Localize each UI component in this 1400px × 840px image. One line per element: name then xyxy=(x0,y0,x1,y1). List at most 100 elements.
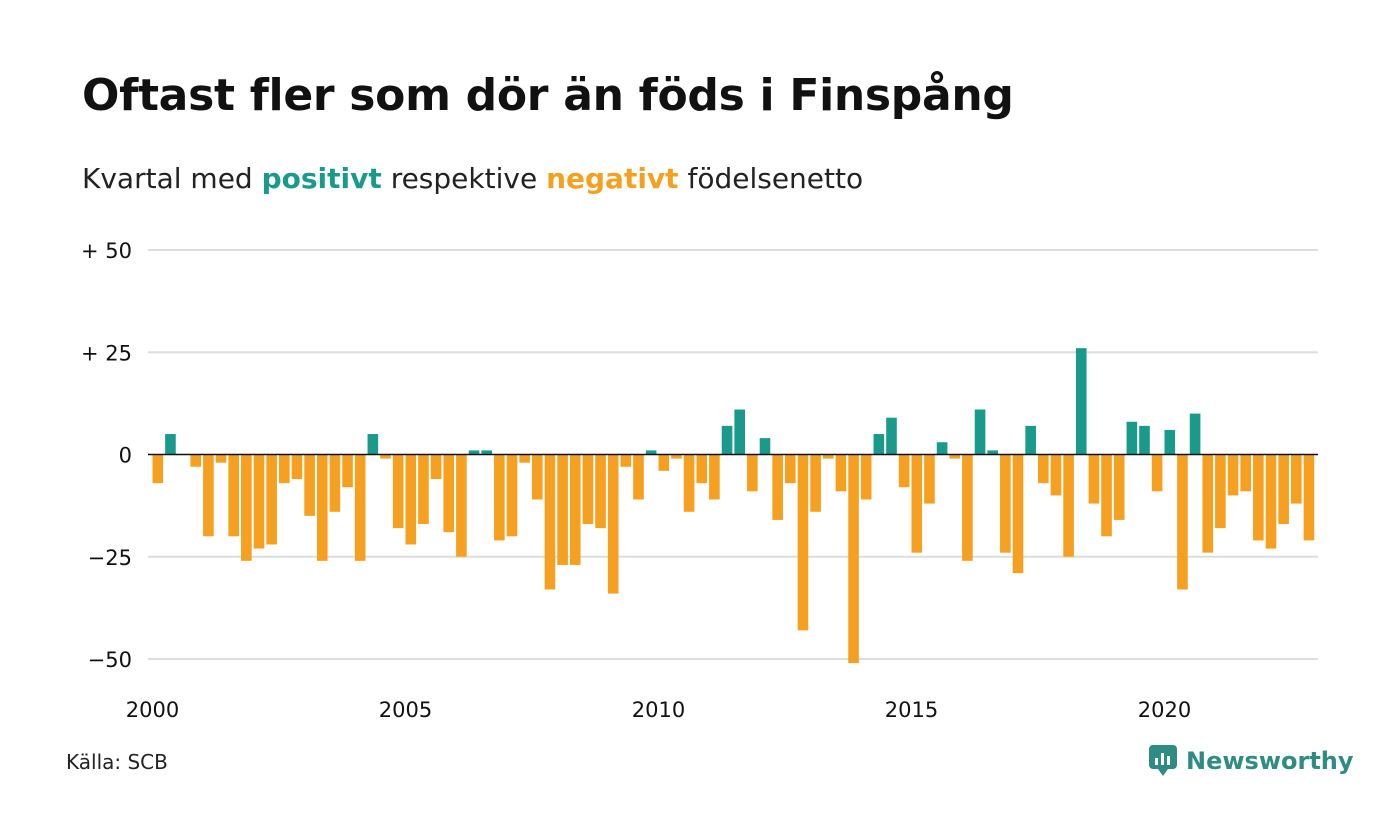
bar xyxy=(658,454,670,471)
bar xyxy=(822,454,834,459)
bar xyxy=(443,454,455,533)
bar xyxy=(1177,454,1188,590)
bar xyxy=(936,442,948,455)
bar xyxy=(456,454,467,557)
y-tick-label: 0 xyxy=(119,444,132,468)
bar xyxy=(354,454,366,561)
bar xyxy=(316,454,328,561)
newsworthy-chart-icon xyxy=(1149,745,1177,776)
bar xyxy=(430,454,442,480)
newsworthy-logo: Newsworthy xyxy=(1148,744,1354,778)
bar xyxy=(481,450,492,455)
bar xyxy=(342,454,353,488)
bar xyxy=(835,454,847,492)
bar xyxy=(329,454,341,512)
bar xyxy=(190,454,202,467)
bar xyxy=(785,454,796,484)
subtitle-suffix: födelsenetto xyxy=(687,162,864,195)
bar xyxy=(1291,454,1302,504)
bar xyxy=(1202,454,1214,553)
bar xyxy=(595,454,606,529)
bar xyxy=(304,454,315,516)
bar xyxy=(1038,454,1049,484)
bar xyxy=(683,454,695,512)
bar xyxy=(1265,454,1277,549)
bar xyxy=(911,454,923,553)
bar xyxy=(962,454,973,561)
x-tick-label: 2020 xyxy=(1138,698,1191,722)
bar xyxy=(1075,348,1087,455)
bar xyxy=(1101,454,1112,537)
bar xyxy=(810,454,821,512)
bar xyxy=(886,417,897,455)
chart-title: Oftast fler som dör än föds i Finspång xyxy=(82,70,1014,121)
bar xyxy=(1278,454,1289,525)
bar xyxy=(494,454,505,541)
logo-text: Newsworthy xyxy=(1186,747,1354,775)
bar xyxy=(165,434,176,455)
bar xyxy=(544,454,556,590)
bar xyxy=(203,454,214,537)
y-tick-label: −25 xyxy=(88,546,132,570)
bar xyxy=(721,425,733,455)
bar xyxy=(759,438,771,455)
bar xyxy=(1139,425,1150,455)
bar xyxy=(266,454,277,545)
bar xyxy=(1063,454,1074,557)
bar xyxy=(1025,425,1036,455)
subtitle-middle: respektive xyxy=(390,162,538,195)
bar xyxy=(924,454,935,504)
bar xyxy=(468,450,480,455)
bar xyxy=(1303,454,1315,541)
y-tick-label: + 25 xyxy=(81,341,132,365)
bar xyxy=(241,454,252,561)
bar xyxy=(620,454,632,467)
bar xyxy=(645,450,657,455)
bar xyxy=(949,454,961,459)
bar xyxy=(1215,454,1226,529)
bar xyxy=(734,409,745,455)
bar xyxy=(380,454,391,459)
bar xyxy=(974,409,986,455)
bar xyxy=(1050,454,1062,496)
bar xyxy=(633,454,644,500)
subtitle-positive-word: positivt xyxy=(261,162,382,195)
bar xyxy=(557,454,568,565)
bar xyxy=(519,454,530,463)
source-note: Källa: SCB xyxy=(66,750,168,774)
bar xyxy=(772,454,783,520)
bar xyxy=(228,454,239,537)
bar xyxy=(532,454,543,500)
bar xyxy=(253,454,265,549)
bar xyxy=(279,454,290,484)
subtitle-prefix: Kvartal med xyxy=(82,162,253,195)
bar xyxy=(671,454,682,459)
bar xyxy=(1189,413,1201,455)
bar xyxy=(1126,421,1138,455)
bar xyxy=(367,434,379,455)
bar xyxy=(898,454,910,488)
bar xyxy=(848,454,859,664)
bar xyxy=(405,454,417,545)
bar xyxy=(1088,454,1100,504)
subtitle-negative-word: negativt xyxy=(546,162,679,195)
bar xyxy=(569,454,581,565)
bar xyxy=(1253,454,1264,541)
bar xyxy=(582,454,594,525)
y-tick-label: −50 xyxy=(88,648,132,672)
x-tick-label: 2005 xyxy=(379,698,432,722)
bar xyxy=(797,454,809,631)
bar xyxy=(1151,454,1163,492)
bar xyxy=(1000,454,1011,553)
bar xyxy=(1012,454,1024,574)
bar xyxy=(1240,454,1251,492)
bar xyxy=(873,434,885,455)
bar xyxy=(1227,454,1239,496)
bar xyxy=(987,450,998,455)
x-tick-label: 2010 xyxy=(632,698,685,722)
y-tick-label: + 50 xyxy=(81,239,132,263)
x-tick-label: 2015 xyxy=(885,698,938,722)
bar xyxy=(392,454,404,529)
bar xyxy=(291,454,303,480)
bar xyxy=(152,454,164,484)
